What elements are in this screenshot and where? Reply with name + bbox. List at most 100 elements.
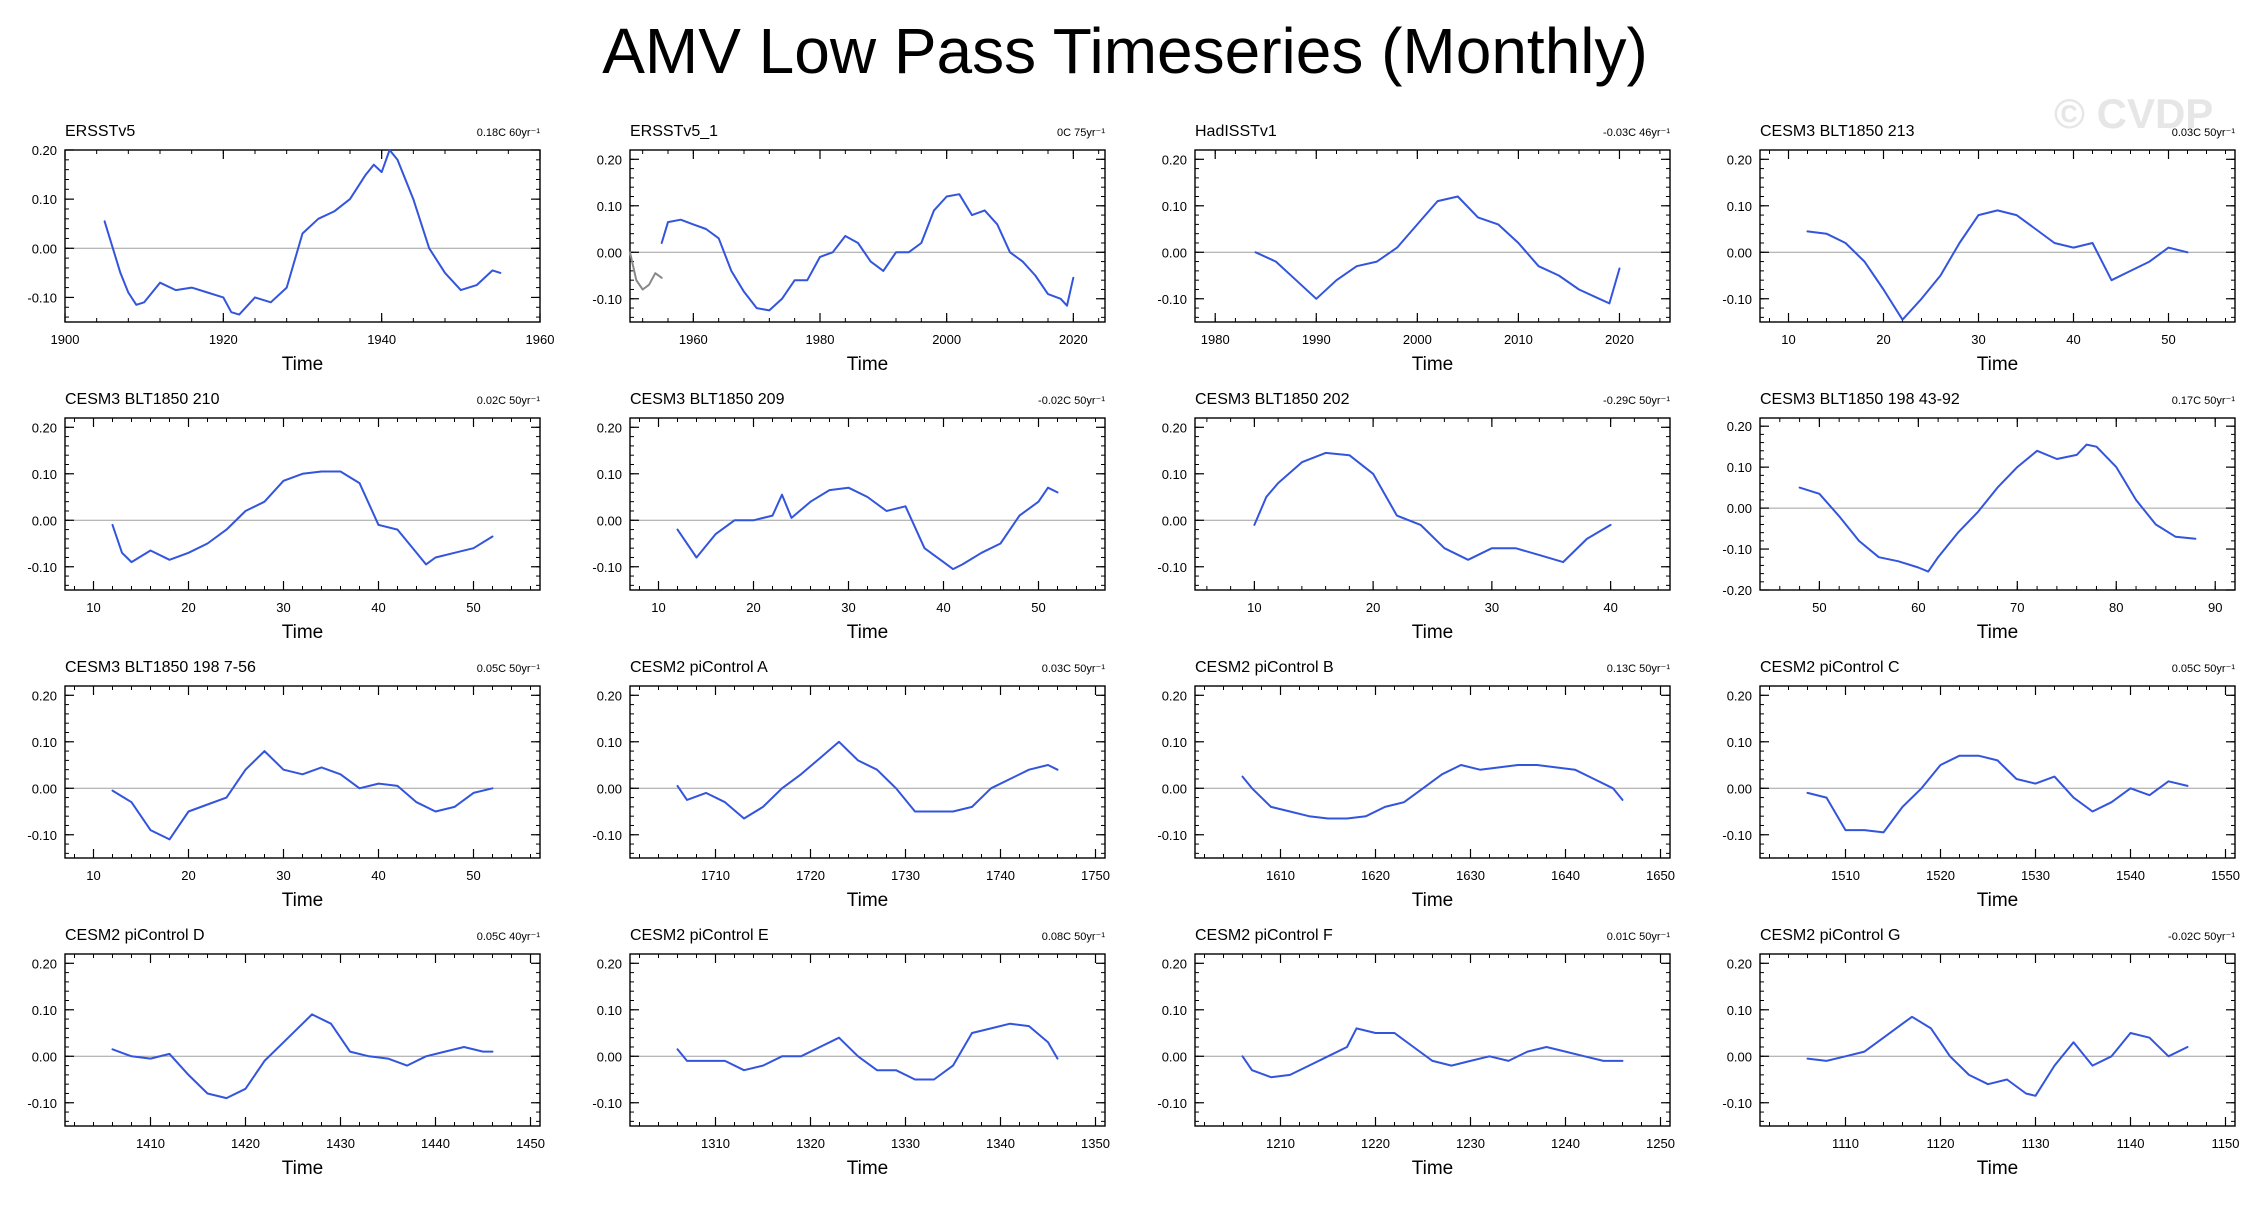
page-title: AMV Low Pass Timeseries (Monthly) xyxy=(602,15,1648,87)
x-tick-label: 1610 xyxy=(1266,868,1295,883)
y-tick-label: -0.10 xyxy=(592,828,622,843)
chart-panel: CESM2 piControl B 0.13C 50yr⁻¹ -0.10 0.00 0.… xyxy=(1157,659,1675,911)
plot-frame xyxy=(64,685,541,859)
chart-panel: ERSSTv5 0.18C 60yr⁻¹ -0.10 0.00 0.10 0.20 1900… xyxy=(27,123,554,375)
y-tick-label: 0.00 xyxy=(1162,245,1187,260)
x-tick-label: 1430 xyxy=(326,1136,355,1151)
x-tick-label: 30 xyxy=(276,600,290,615)
plot-frame xyxy=(1759,953,2236,1127)
x-tick-label: 1530 xyxy=(2021,868,2050,883)
y-tick-label: 0.00 xyxy=(32,1049,57,1064)
plot-frame xyxy=(1194,149,1671,323)
x-tick-label: 1450 xyxy=(516,1136,545,1151)
x-tick-label: 1250 xyxy=(1646,1136,1675,1151)
y-tick-label: 0.20 xyxy=(597,956,622,971)
y-tick-label: 0.00 xyxy=(1162,513,1187,528)
x-tick-label: 1550 xyxy=(2211,868,2240,883)
y-tick-label: 0.10 xyxy=(1727,460,1752,475)
y-tick-label: 0.10 xyxy=(32,467,57,482)
x-tick-label: 20 xyxy=(181,868,195,883)
x-tick-label: 1960 xyxy=(679,332,708,347)
x-tick-label: 1630 xyxy=(1456,868,1485,883)
x-tick-label: 1540 xyxy=(2116,868,2145,883)
x-tick-label: 50 xyxy=(1812,600,1826,615)
chart-panel: CESM3 BLT1850 210 0.02C 50yr⁻¹ -0.10 0.00 0.… xyxy=(27,391,541,643)
plot-frame xyxy=(64,953,541,1127)
x-axis-label: Time xyxy=(1412,354,1454,375)
x-tick-label: 40 xyxy=(2066,332,2080,347)
y-tick-label: 0.00 xyxy=(32,241,57,256)
trend-annotation: -0.03C 46yr⁻¹ xyxy=(1603,127,1670,139)
series-line xyxy=(1253,451,1612,564)
y-tick-label: 0.00 xyxy=(1162,781,1187,796)
series-line xyxy=(111,1013,494,1100)
trend-annotation: 0.01C 50yr⁻¹ xyxy=(1607,931,1671,943)
x-tick-label: 40 xyxy=(371,600,385,615)
x-tick-label: 1110 xyxy=(1832,1136,1859,1151)
y-tick-label: 0.20 xyxy=(597,688,622,703)
panel-title: CESM3 BLT1850 198 7-56 xyxy=(65,659,256,676)
x-tick-label: 30 xyxy=(1971,332,1985,347)
series-line xyxy=(1806,1015,2189,1097)
x-tick-label: 1230 xyxy=(1456,1136,1485,1151)
y-tick-label: 0.00 xyxy=(32,513,57,528)
panel-title: CESM2 piControl D xyxy=(65,927,205,944)
chart-panel: CESM3 BLT1850 209 -0.02C 50yr⁻¹ -0.10 0.00 0… xyxy=(592,391,1106,643)
y-tick-label: 0.10 xyxy=(32,192,57,207)
x-axis-label: Time xyxy=(1977,622,2019,643)
y-tick-label: 0.20 xyxy=(1727,956,1752,971)
y-tick-label: -0.10 xyxy=(1157,292,1187,307)
y-tick-label: 0.20 xyxy=(32,688,57,703)
x-tick-label: 10 xyxy=(86,868,100,883)
y-tick-label: -0.10 xyxy=(592,560,622,575)
plot-frame xyxy=(1194,417,1671,591)
y-tick-label: 0.10 xyxy=(32,735,57,750)
chart-panel: CESM2 piControl E 0.08C 50yr⁻¹ -0.10 0.00 0.… xyxy=(592,927,1110,1179)
series-line xyxy=(676,486,1059,571)
x-tick-label: 1440 xyxy=(421,1136,450,1151)
trend-annotation: 0C 75yr⁻¹ xyxy=(1057,127,1105,139)
chart-panel: CESM2 piControl C 0.05C 50yr⁻¹ -0.10 0.00 0.… xyxy=(1722,659,2240,911)
x-tick-label: 1240 xyxy=(1551,1136,1580,1151)
y-tick-label: -0.10 xyxy=(1157,1096,1187,1111)
y-tick-label: 0.00 xyxy=(32,781,57,796)
series-line xyxy=(660,193,1075,312)
x-tick-label: 1210 xyxy=(1266,1136,1295,1151)
y-tick-label: 0.10 xyxy=(1162,735,1187,750)
x-tick-label: 1650 xyxy=(1646,868,1675,883)
series-line xyxy=(1241,1027,1624,1079)
plot-frame xyxy=(629,953,1106,1127)
panel-title: CESM3 BLT1850 209 xyxy=(630,391,785,408)
x-tick-label: 1960 xyxy=(526,332,555,347)
x-tick-label: 1350 xyxy=(1081,1136,1110,1151)
y-tick-label: 0.10 xyxy=(597,735,622,750)
trend-annotation: 0.05C 40yr⁻¹ xyxy=(477,931,541,943)
y-tick-label: -0.10 xyxy=(27,290,57,305)
panel-title: CESM2 piControl C xyxy=(1760,659,1900,676)
x-tick-label: 1330 xyxy=(891,1136,920,1151)
trend-annotation: -0.02C 50yr⁻¹ xyxy=(2168,931,2235,943)
x-tick-label: 2000 xyxy=(1403,332,1432,347)
x-tick-label: 1310 xyxy=(701,1136,730,1151)
y-tick-label: -0.10 xyxy=(1157,560,1187,575)
plot-frame xyxy=(1194,953,1671,1127)
y-tick-label: 0.20 xyxy=(1162,688,1187,703)
x-tick-label: 30 xyxy=(841,600,855,615)
x-tick-label: 50 xyxy=(466,600,480,615)
y-tick-label: 0.20 xyxy=(32,956,57,971)
x-tick-label: 1990 xyxy=(1302,332,1331,347)
chart-panel: CESM2 piControl F 0.01C 50yr⁻¹ -0.10 0.00 0.… xyxy=(1157,927,1675,1179)
x-tick-label: 1750 xyxy=(1081,868,1110,883)
trend-annotation: 0.18C 60yr⁻¹ xyxy=(477,127,541,139)
chart-panel: CESM2 piControl D 0.05C 40yr⁻¹ -0.10 0.00 0.… xyxy=(27,927,545,1179)
x-tick-label: 2010 xyxy=(1504,332,1533,347)
y-tick-label: 0.20 xyxy=(1162,420,1187,435)
y-tick-label: 0.20 xyxy=(1727,688,1752,703)
x-axis-label: Time xyxy=(1977,354,2019,375)
chart-panel: CESM3 BLT1850 198 43-92 0.17C 50yr⁻¹ -0.20… xyxy=(1722,391,2236,643)
y-tick-label: 0.00 xyxy=(1727,245,1752,260)
x-tick-label: 1710 xyxy=(701,868,730,883)
x-tick-label: 10 xyxy=(86,600,100,615)
x-tick-label: 20 xyxy=(1366,600,1380,615)
panel-title: CESM2 piControl E xyxy=(630,927,769,944)
